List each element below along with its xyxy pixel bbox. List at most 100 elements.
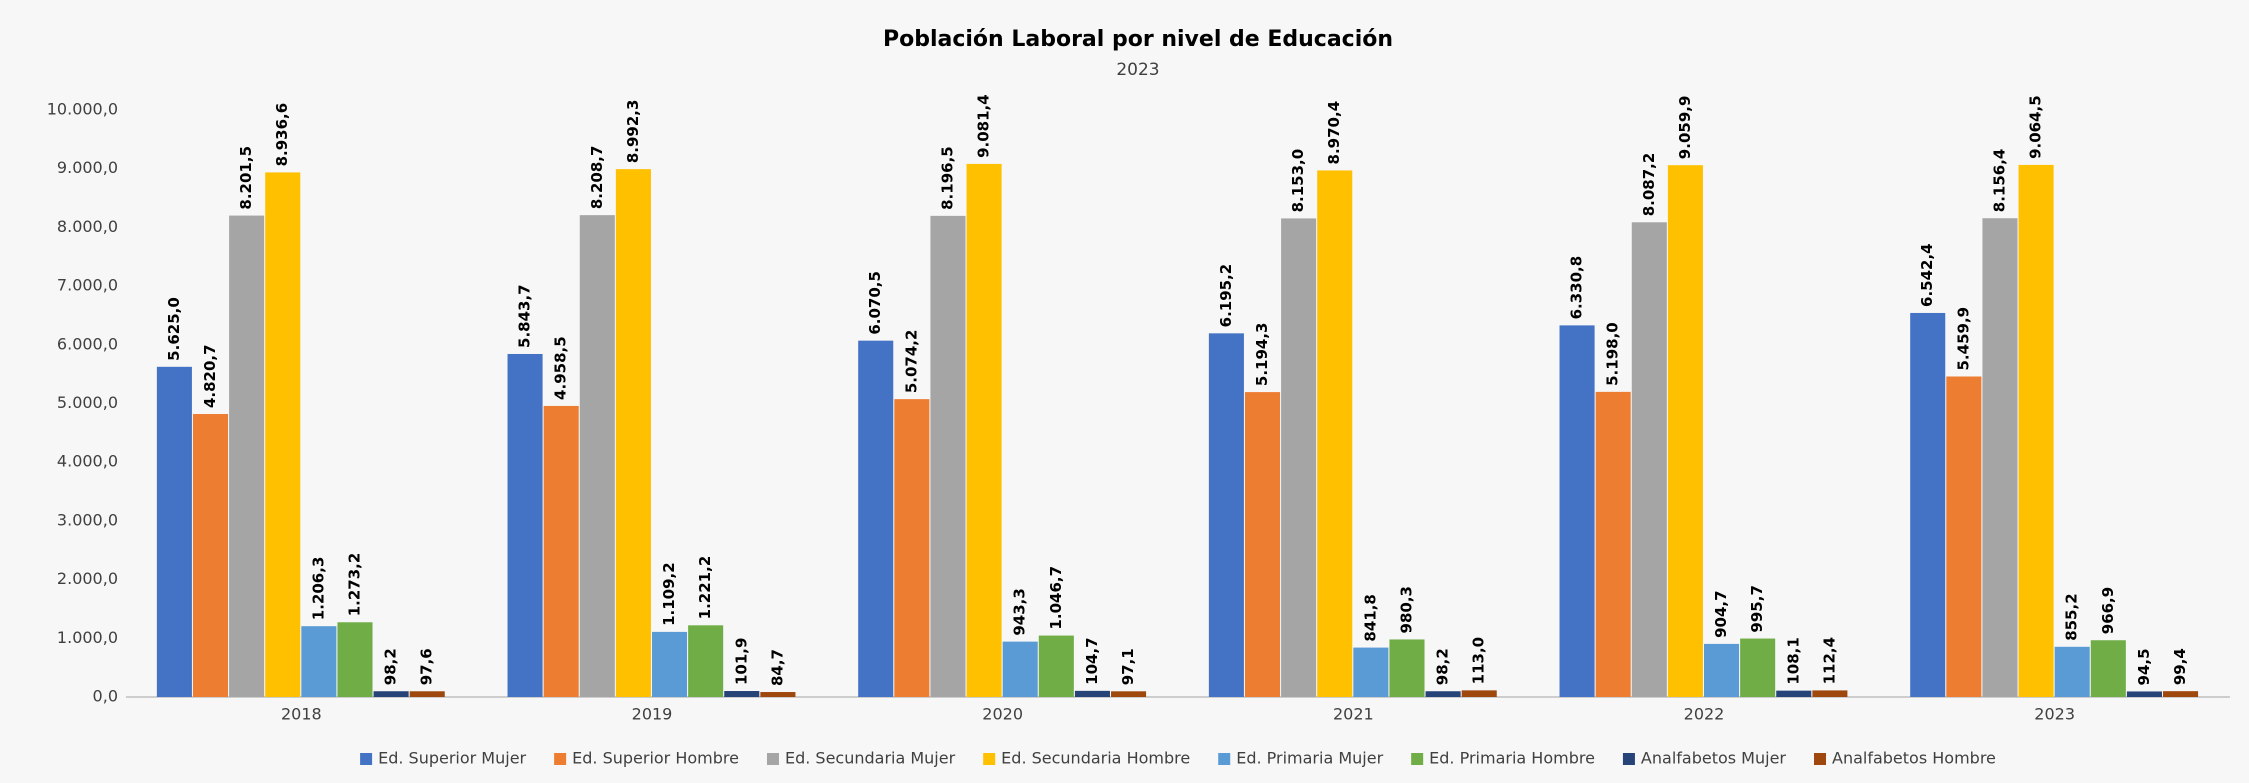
bar [858, 340, 894, 697]
bar [2126, 691, 2162, 697]
bar [579, 215, 615, 698]
bar [229, 215, 265, 697]
x-tick-label: 2021 [1333, 705, 1374, 724]
y-tick-label: 9.000,0 [57, 158, 118, 177]
value-label: 1.221,2 [696, 556, 714, 620]
legend-swatch [766, 753, 779, 765]
value-label: 98,2 [382, 648, 400, 685]
legend-label: Ed. Superior Hombre [572, 749, 739, 768]
value-label: 108,1 [1784, 637, 1802, 684]
bar [1038, 635, 1074, 697]
value-label: 5.194,3 [1253, 323, 1271, 387]
value-label: 995,7 [1748, 585, 1766, 632]
value-label: 1.273,2 [345, 553, 363, 617]
bar [1317, 170, 1353, 698]
value-label: 841,8 [1361, 594, 1379, 641]
y-tick-label: 5.000,0 [57, 393, 118, 412]
legend-swatch [1411, 753, 1424, 765]
value-label: 4.820,7 [201, 344, 219, 408]
bar [894, 399, 930, 697]
value-label: 94,5 [2135, 648, 2153, 685]
bar [1111, 691, 1147, 697]
value-label: 5.074,2 [902, 330, 920, 394]
bar [2054, 646, 2090, 697]
legend-label: Ed. Secundaria Hombre [1001, 749, 1190, 768]
bar [1002, 641, 1038, 697]
value-label: 8.196,5 [938, 146, 956, 210]
value-label: 112,4 [1820, 637, 1838, 684]
bar [1946, 376, 1982, 697]
x-tick-label: 2019 [632, 705, 673, 724]
value-label: 904,7 [1712, 590, 1730, 637]
y-tick-label: 2.000,0 [57, 569, 118, 588]
legend-swatch [1814, 753, 1827, 765]
value-label: 980,3 [1397, 586, 1415, 633]
value-label: 97,1 [1119, 648, 1137, 685]
legend-swatch [1218, 753, 1231, 765]
value-label: 8.201,5 [237, 146, 255, 210]
bar [2018, 164, 2054, 698]
value-label: 6.195,2 [1217, 264, 1235, 328]
x-tick-label: 2022 [1684, 705, 1725, 724]
legend-swatch [1622, 753, 1635, 765]
bar [1595, 391, 1631, 697]
y-tick-label: 10.000,0 [47, 100, 118, 119]
bar [1776, 690, 1812, 697]
value-label: 104,7 [1083, 637, 1101, 684]
bar [724, 691, 760, 697]
bar [760, 692, 796, 697]
legend-label: Analfabetos Mujer [1641, 749, 1786, 768]
y-tick-label: 3.000,0 [57, 510, 118, 529]
value-label: 1.206,3 [309, 557, 327, 621]
bar [1667, 165, 1703, 698]
bar [1631, 222, 1667, 697]
value-label: 5.459,9 [1954, 307, 1972, 371]
y-tick-label: 6.000,0 [57, 334, 118, 353]
bar [1074, 690, 1110, 697]
bar [2163, 691, 2199, 697]
bar [930, 215, 966, 697]
value-label: 9.059,9 [1676, 96, 1694, 160]
value-label: 8.992,3 [624, 100, 642, 164]
value-label: 5.843,7 [516, 284, 534, 348]
legend-swatch [360, 753, 373, 765]
bar [409, 691, 445, 697]
value-label: 943,3 [1011, 588, 1029, 635]
x-tick-label: 2020 [982, 705, 1023, 724]
legend-swatch [554, 753, 567, 765]
chart-subtitle: 2023 [1116, 60, 1159, 80]
bar [543, 405, 579, 697]
legend-label: Ed. Primaria Mujer [1236, 749, 1383, 768]
value-label: 6.542,4 [1918, 243, 1936, 307]
x-tick-label: 2023 [2034, 705, 2075, 724]
value-label: 8.087,2 [1640, 153, 1658, 217]
bar [1812, 690, 1848, 697]
bar [615, 169, 651, 698]
value-label: 8.156,4 [1990, 149, 2008, 213]
bar [156, 366, 192, 697]
bar [1559, 325, 1595, 697]
value-label: 113,0 [1470, 637, 1488, 684]
value-label: 4.958,5 [552, 336, 570, 400]
bar [192, 414, 229, 697]
y-tick-label: 1.000,0 [57, 628, 118, 647]
value-label: 8.936,6 [273, 103, 291, 167]
value-label: 101,9 [732, 638, 750, 685]
bar [1910, 312, 1946, 697]
value-label: 9.064,5 [2027, 95, 2045, 159]
y-tick-label: 8.000,0 [57, 217, 118, 236]
legend-label: Ed. Superior Mujer [378, 749, 526, 768]
value-label: 1.046,7 [1047, 566, 1065, 630]
bar [2090, 640, 2126, 697]
value-label: 5.198,0 [1604, 322, 1622, 386]
value-label: 9.081,4 [975, 94, 993, 158]
bar [1353, 647, 1389, 697]
value-label: 84,7 [768, 649, 786, 686]
bar [265, 172, 301, 698]
y-tick-label: 7.000,0 [57, 276, 118, 295]
bar [1461, 690, 1497, 697]
legend-label: Ed. Secundaria Mujer [785, 749, 956, 768]
bar [1281, 218, 1317, 698]
